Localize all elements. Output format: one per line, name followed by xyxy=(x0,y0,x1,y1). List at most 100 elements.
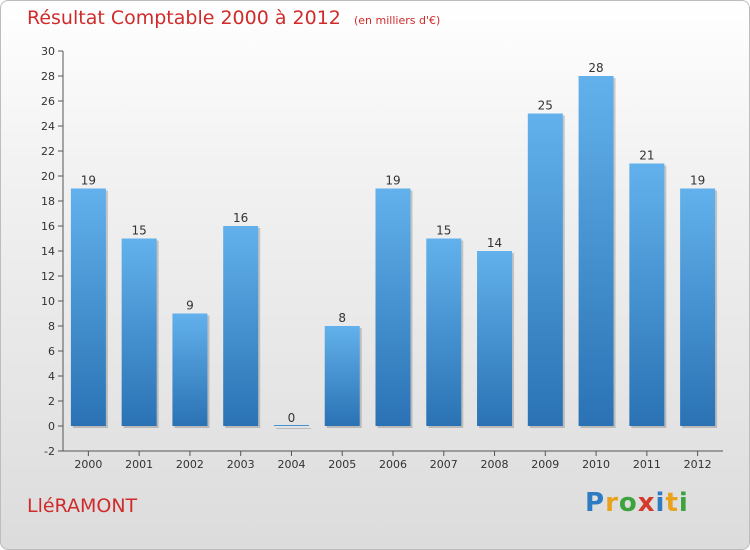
x-tick: 2000 xyxy=(74,451,102,471)
y-tick: 8 xyxy=(48,320,63,333)
x-tick-label: 2000 xyxy=(74,458,102,471)
y-tick-label: 28 xyxy=(41,70,55,83)
y-tick: 22 xyxy=(41,145,63,158)
y-tick: 12 xyxy=(41,270,63,283)
y-tick-label: 2 xyxy=(48,395,55,408)
x-tick-label: 2010 xyxy=(582,458,610,471)
logo-letter: o xyxy=(618,488,638,518)
x-tick-label: 2002 xyxy=(176,458,204,471)
value-label: 16 xyxy=(233,211,248,225)
commune-name: LléRAMONT xyxy=(27,495,138,517)
value-label: 14 xyxy=(487,236,502,250)
value-label: 0 xyxy=(288,411,296,425)
y-tick-label: 10 xyxy=(41,295,55,308)
bar-2006 xyxy=(375,188,411,426)
x-tick-label: 2011 xyxy=(633,458,661,471)
y-tick-label: 4 xyxy=(48,370,55,383)
x-tick-label: 2012 xyxy=(684,458,712,471)
y-tick: 2 xyxy=(48,395,63,408)
value-label: 19 xyxy=(690,174,705,188)
proxiti-logo: Proxiti xyxy=(585,488,689,518)
logo-letter: x xyxy=(637,488,656,518)
unit-text: (en milliers d'€) xyxy=(353,14,441,27)
y-tick-label: 22 xyxy=(41,145,55,158)
x-tick-label: 2004 xyxy=(277,458,305,471)
x-tick-label: 2009 xyxy=(531,458,559,471)
y-tick: 14 xyxy=(41,245,63,258)
value-label: 21 xyxy=(639,149,654,163)
y-tick: 30 xyxy=(41,45,63,58)
logo-letter: t xyxy=(665,488,679,518)
y-tick-label: 26 xyxy=(41,95,55,108)
bar-2011 xyxy=(629,163,665,426)
value-label: 9 xyxy=(186,299,194,313)
x-tick: 2007 xyxy=(430,451,458,471)
y-tick-label: 6 xyxy=(48,345,55,358)
logo-letter: r xyxy=(605,488,619,518)
y-tick: 0 xyxy=(48,420,63,433)
y-tick: 18 xyxy=(41,195,63,208)
bar-2008 xyxy=(477,251,513,426)
x-tick: 2006 xyxy=(379,451,407,471)
logo-letter: i xyxy=(655,488,666,518)
logo-letter: P xyxy=(585,488,606,518)
x-tick: 2001 xyxy=(125,451,153,471)
y-tick-label: 14 xyxy=(41,245,55,258)
bar-2000 xyxy=(70,188,106,426)
y-tick: 26 xyxy=(41,95,63,108)
y-tick-label: 18 xyxy=(41,195,55,208)
bar-2004 xyxy=(273,425,309,426)
y-tick-label: 0 xyxy=(48,420,55,433)
bar-2005 xyxy=(324,326,360,426)
chart-title: Résultat Comptable 2000 à 2012 (en milli… xyxy=(27,7,440,29)
y-tick: 20 xyxy=(41,170,63,183)
y-tick-label: 24 xyxy=(41,120,55,133)
x-tick: 2004 xyxy=(277,451,305,471)
x-tick: 2010 xyxy=(582,451,610,471)
x-tick-label: 2005 xyxy=(328,458,356,471)
x-tick: 2009 xyxy=(531,451,559,471)
value-label: 19 xyxy=(81,174,96,188)
bar-2009 xyxy=(527,113,563,426)
bar-2012 xyxy=(680,188,716,426)
y-tick: -2 xyxy=(44,445,63,458)
bar-2001 xyxy=(121,238,157,426)
value-label: 25 xyxy=(538,99,553,113)
x-tick-label: 2003 xyxy=(227,458,255,471)
x-tick: 2003 xyxy=(227,451,255,471)
y-tick: 6 xyxy=(48,345,63,358)
title-text: Résultat Comptable 2000 à 2012 xyxy=(27,7,341,29)
bars xyxy=(70,76,718,429)
y-tick: 16 xyxy=(41,220,63,233)
bar-2003 xyxy=(223,226,259,426)
y-tick-label: 12 xyxy=(41,270,55,283)
logo-letter: i xyxy=(678,488,689,518)
value-label: 19 xyxy=(385,174,400,188)
y-tick-label: 16 xyxy=(41,220,55,233)
bar-2002 xyxy=(172,313,208,426)
x-tick-label: 2007 xyxy=(430,458,458,471)
bar-2007 xyxy=(426,238,462,426)
x-tick: 2011 xyxy=(633,451,661,471)
value-label: 15 xyxy=(132,224,147,238)
bar-2010 xyxy=(578,76,614,426)
y-tick: 10 xyxy=(41,295,63,308)
bar-shadow xyxy=(275,428,311,429)
y-tick: 4 xyxy=(48,370,63,383)
x-tick-label: 2008 xyxy=(481,458,509,471)
x-tick-label: 2001 xyxy=(125,458,153,471)
y-tick-label: 30 xyxy=(41,45,55,58)
y-tick: 28 xyxy=(41,70,63,83)
y-tick-label: 8 xyxy=(48,320,55,333)
value-label: 28 xyxy=(588,61,603,75)
data-labels: 19 15 9 16 0 8 19 15 14 25 28 21 19 xyxy=(81,61,706,425)
y-tick-label: -2 xyxy=(44,445,55,458)
y-tick-label: 20 xyxy=(41,170,55,183)
x-tick: 2012 xyxy=(684,451,712,471)
x-tick: 2005 xyxy=(328,451,356,471)
x-tick: 2008 xyxy=(481,451,509,471)
value-label: 8 xyxy=(338,311,346,325)
